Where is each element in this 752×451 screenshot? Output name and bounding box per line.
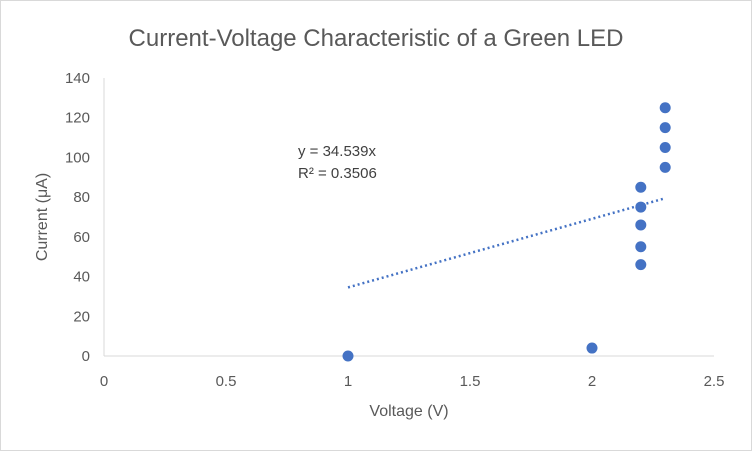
trendline-equation: y = 34.539x: [298, 143, 376, 160]
data-point: [659, 161, 671, 173]
data-point: [635, 181, 647, 193]
x-tick-label: 2.5: [704, 373, 725, 390]
x-axis-title: Voltage (V): [369, 403, 448, 420]
data-points: [342, 102, 671, 362]
trendline-r-squared: R² = 0.3506: [298, 165, 377, 182]
x-tick-label: 1: [344, 373, 352, 390]
data-point: [342, 350, 354, 362]
chart-title: Current-Voltage Characteristic of a Gree…: [129, 25, 624, 52]
y-tick-label: 0: [82, 348, 90, 365]
data-point: [586, 342, 598, 354]
trendline: [347, 197, 666, 289]
x-axis-ticks: 0 0.5 1 1.5 2 2.5: [100, 373, 725, 390]
data-point: [635, 241, 647, 253]
y-tick-label: 100: [65, 149, 90, 166]
y-tick-label: 80: [73, 189, 90, 206]
data-point: [635, 201, 647, 213]
y-tick-label: 60: [73, 229, 90, 246]
x-tick-label: 0: [100, 373, 108, 390]
data-point: [659, 122, 671, 134]
y-axis-ticks: 0 20 40 60 80 100 120 140: [65, 70, 90, 365]
y-tick-label: 140: [65, 70, 90, 87]
data-point: [635, 259, 647, 271]
y-axis-title: Current (μA): [34, 173, 51, 261]
x-tick-label: 2: [588, 373, 596, 390]
data-point: [659, 142, 671, 153]
data-point: [635, 219, 647, 231]
y-tick-label: 20: [73, 308, 90, 325]
y-tick-label: 40: [73, 269, 90, 286]
data-point: [659, 102, 671, 114]
y-tick-label: 120: [65, 110, 90, 127]
x-tick-label: 1.5: [460, 373, 481, 390]
x-tick-label: 0.5: [216, 373, 237, 390]
